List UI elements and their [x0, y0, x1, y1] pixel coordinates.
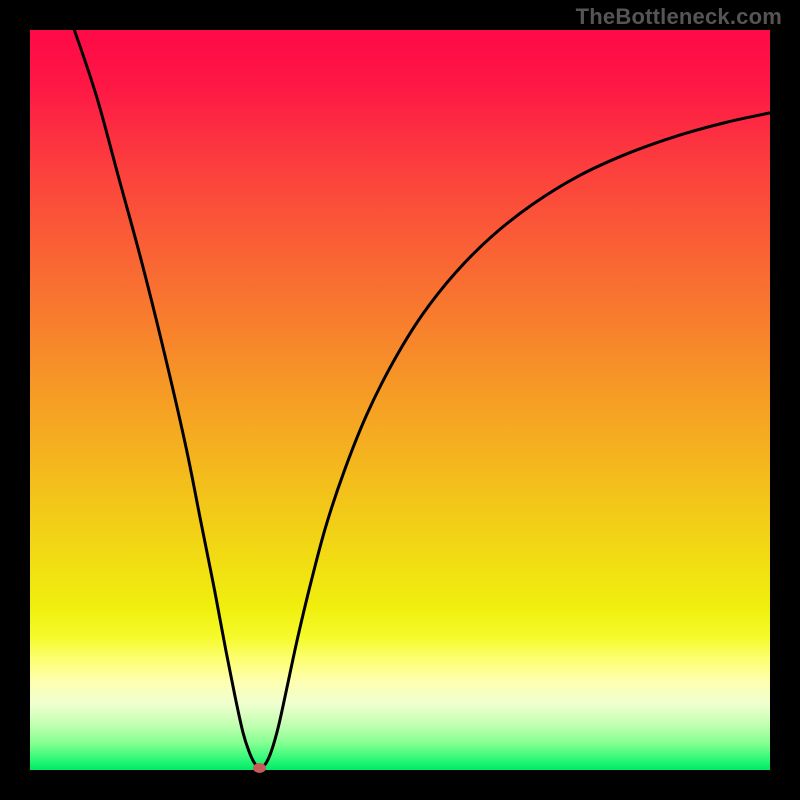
chart-container: TheBottleneck.com	[0, 0, 800, 800]
plot-area	[30, 30, 770, 770]
optimal-point-marker	[253, 763, 266, 773]
bottleneck-curve	[30, 30, 770, 770]
watermark-label: TheBottleneck.com	[576, 4, 782, 30]
